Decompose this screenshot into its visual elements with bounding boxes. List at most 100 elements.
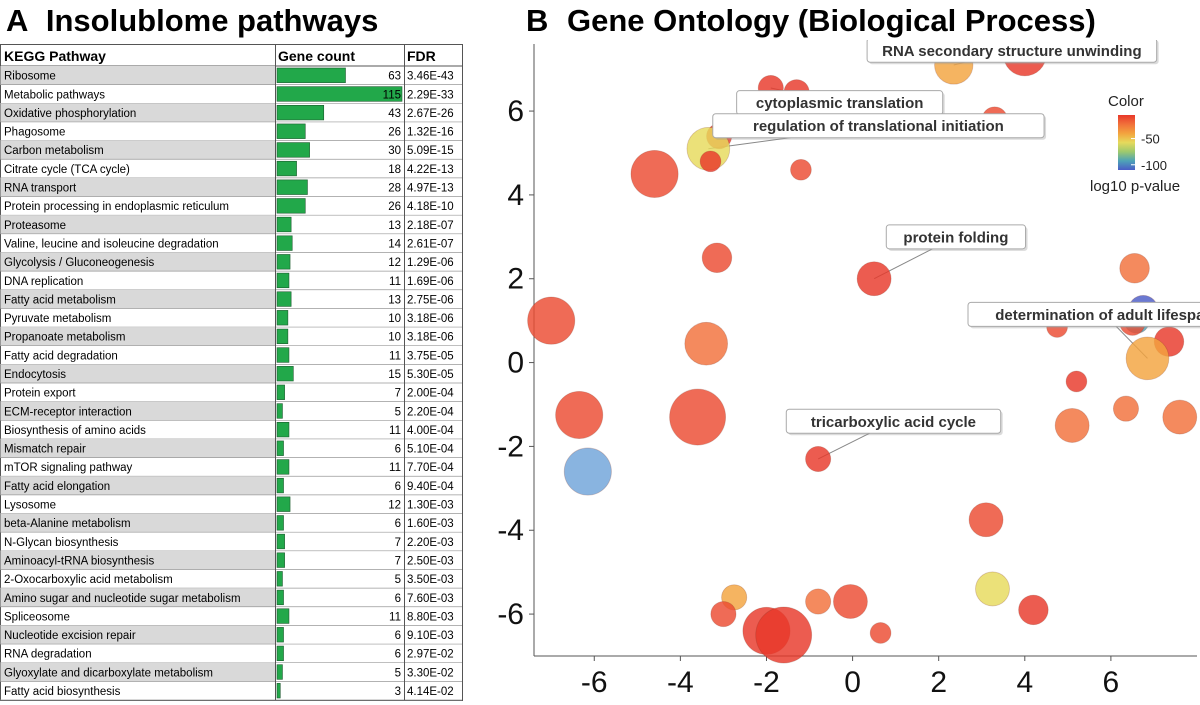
pathway-name: Propanoate metabolism bbox=[4, 332, 125, 344]
table-row: Glyoxylate and dicarboxylate metabolism 5… bbox=[0, 662, 462, 682]
gene-count-bar bbox=[276, 104, 325, 121]
gene-count-bar bbox=[276, 533, 285, 550]
pathway-name: Protein export bbox=[4, 388, 76, 400]
table-row: Carbon metabolism 30 5.09E-15 bbox=[0, 140, 462, 160]
fdr-value: 3.30E-02 bbox=[407, 667, 454, 679]
table-row: Amino sugar and nucleotide sugar metabol… bbox=[0, 588, 462, 608]
gene-count-value: 18 bbox=[388, 164, 401, 176]
table-row: Ribosome 63 3.46E-43 bbox=[0, 66, 462, 85]
gene-count-bar bbox=[276, 216, 292, 233]
gene-count-bar bbox=[276, 440, 284, 456]
y-tick-label: 6 bbox=[507, 95, 524, 128]
table-row: Citrate cycle (TCA cycle) 18 4.22E-13 bbox=[0, 160, 462, 179]
go-term-bubble bbox=[975, 571, 1010, 607]
table-row: Proteasome 13 2.18E-07 bbox=[0, 215, 462, 235]
table-row: Nucleotide excision repair 6 9.10E-03 bbox=[0, 625, 462, 645]
row-shading bbox=[0, 550, 276, 570]
annotation-box bbox=[967, 301, 1200, 327]
row-shading bbox=[0, 177, 276, 197]
y-tick-label: 4 bbox=[507, 179, 524, 212]
fdr-value: 1.29E-06 bbox=[407, 257, 454, 269]
gene-count-bar bbox=[276, 347, 290, 363]
legend-tick-label: -50 bbox=[1141, 132, 1160, 147]
gene-count-bar bbox=[276, 366, 294, 382]
pathway-name: Fatty acid biosynthesis bbox=[4, 686, 121, 698]
go-term-bubble bbox=[869, 622, 892, 644]
gene-count-bar bbox=[276, 571, 283, 587]
pathway-name: Fatty acid metabolism bbox=[4, 294, 116, 306]
table-row: N-Glycan biosynthesis 7 2.20E-03 bbox=[0, 533, 462, 552]
go-term-bubble bbox=[805, 445, 832, 472]
pathway-name: Glyoxylate and dicarboxylate metabolism bbox=[4, 667, 213, 679]
go-bubble-chart: -6 -4 -2 0 2 4 6 -6 -4 -2 0 2 4 6 RNA secondary struct… bbox=[497, 40, 1200, 699]
gene-count-bar bbox=[276, 160, 297, 177]
gene-count-bar bbox=[276, 291, 292, 307]
gene-count-bar bbox=[276, 664, 283, 680]
table-row: Glycolysis / Gluconeogenesis 12 1.29E-06 bbox=[0, 252, 462, 272]
go-term-bubble bbox=[755, 606, 813, 664]
table-row: ECM-receptor interaction 5 2.20E-04 bbox=[0, 401, 462, 421]
gene-count-bar bbox=[276, 123, 306, 139]
legend-title: Color bbox=[1108, 93, 1144, 110]
fdr-value: 3.75E-05 bbox=[407, 350, 454, 362]
pathway-name: Glycolysis / Gluconeogenesis bbox=[4, 257, 154, 269]
gene-count-value: 5 bbox=[395, 574, 401, 586]
gene-count-value: 7 bbox=[395, 388, 401, 400]
go-term-bubble bbox=[669, 388, 726, 446]
fdr-value: 8.80E-03 bbox=[407, 611, 454, 623]
gene-count-value: 26 bbox=[388, 201, 401, 213]
go-term-bubble bbox=[1065, 370, 1088, 393]
row-shading bbox=[0, 401, 276, 421]
fdr-value: 9.10E-03 bbox=[407, 630, 454, 642]
annotation-label: regulation of translational initiation bbox=[712, 113, 1047, 140]
gene-count-value: 11 bbox=[389, 611, 401, 623]
fdr-value: 2.50E-03 bbox=[407, 555, 454, 567]
fdr-value: 4.18E-10 bbox=[407, 201, 454, 213]
legend-caption: log10 p-value bbox=[1090, 178, 1180, 195]
x-tick-label: -2 bbox=[753, 666, 780, 699]
gene-count-value: 6 bbox=[395, 593, 401, 605]
fdr-value: 2.29E-33 bbox=[407, 89, 454, 101]
go-term-bubble bbox=[968, 502, 1004, 538]
table-row: RNA transport 28 4.97E-13 bbox=[0, 177, 462, 197]
fdr-value: 5.10E-04 bbox=[407, 444, 454, 456]
table-row: Mismatch repair 6 5.10E-04 bbox=[0, 438, 462, 458]
column-header-pathway: KEGG Pathway bbox=[4, 48, 106, 64]
pathway-name: Fatty acid degradation bbox=[4, 350, 118, 362]
pathway-name: Citrate cycle (TCA cycle) bbox=[4, 164, 130, 176]
row-shading bbox=[0, 252, 276, 272]
fdr-value: 3.18E-06 bbox=[407, 332, 454, 344]
go-term-bubble bbox=[856, 261, 892, 297]
gene-count-value: 11 bbox=[389, 425, 401, 437]
gene-count-value: 12 bbox=[388, 500, 401, 512]
gene-count-value: 6 bbox=[395, 481, 401, 493]
pathway-name: 2-Oxocarboxylic acid metabolism bbox=[4, 574, 173, 586]
gene-count-value: 15 bbox=[388, 369, 401, 381]
panel-a-letter: A bbox=[6, 3, 28, 38]
go-term-bubble bbox=[790, 158, 812, 181]
y-tick-label: -2 bbox=[497, 430, 524, 463]
panel-a-title-text: Insolublome pathways bbox=[45, 3, 379, 38]
annotation-text: RNA secondary structure unwinding bbox=[882, 43, 1141, 60]
gene-count-bar bbox=[276, 384, 285, 400]
gene-count-value: 5 bbox=[395, 406, 401, 418]
gene-count-bar bbox=[276, 198, 306, 214]
gene-count-bar bbox=[276, 272, 290, 289]
row-shading bbox=[0, 588, 276, 607]
pathway-name: Lysosome bbox=[4, 500, 56, 512]
legend-color-bar bbox=[1118, 115, 1135, 170]
pathway-name: beta-Alanine metabolism bbox=[4, 518, 131, 530]
gene-count-value: 63 bbox=[388, 71, 401, 83]
x-tick-label: 2 bbox=[930, 666, 947, 699]
gene-count-bar bbox=[276, 179, 308, 195]
go-term-bubble bbox=[1054, 408, 1090, 443]
fdr-value: 4.22E-13 bbox=[407, 164, 454, 176]
fdr-value: 2.75E-06 bbox=[407, 294, 454, 306]
gene-count-value: 3 bbox=[395, 686, 401, 698]
gene-count-bar bbox=[276, 627, 284, 643]
gene-count-value: 11 bbox=[389, 462, 401, 474]
fdr-value: 2.00E-04 bbox=[407, 388, 454, 400]
go-term-bubble bbox=[710, 601, 737, 628]
fdr-value: 4.00E-04 bbox=[407, 425, 454, 437]
gene-count-value: 7 bbox=[395, 555, 401, 567]
